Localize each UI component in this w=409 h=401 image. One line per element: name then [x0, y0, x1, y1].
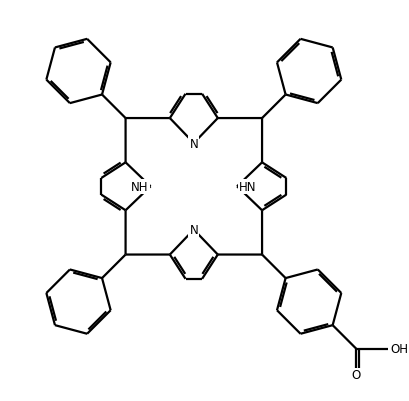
- Text: OH: OH: [390, 342, 408, 355]
- Text: N: N: [189, 223, 198, 237]
- Text: HN: HN: [238, 180, 256, 193]
- Text: N: N: [189, 137, 198, 150]
- Text: NH: NH: [131, 180, 148, 193]
- Text: O: O: [351, 369, 360, 381]
